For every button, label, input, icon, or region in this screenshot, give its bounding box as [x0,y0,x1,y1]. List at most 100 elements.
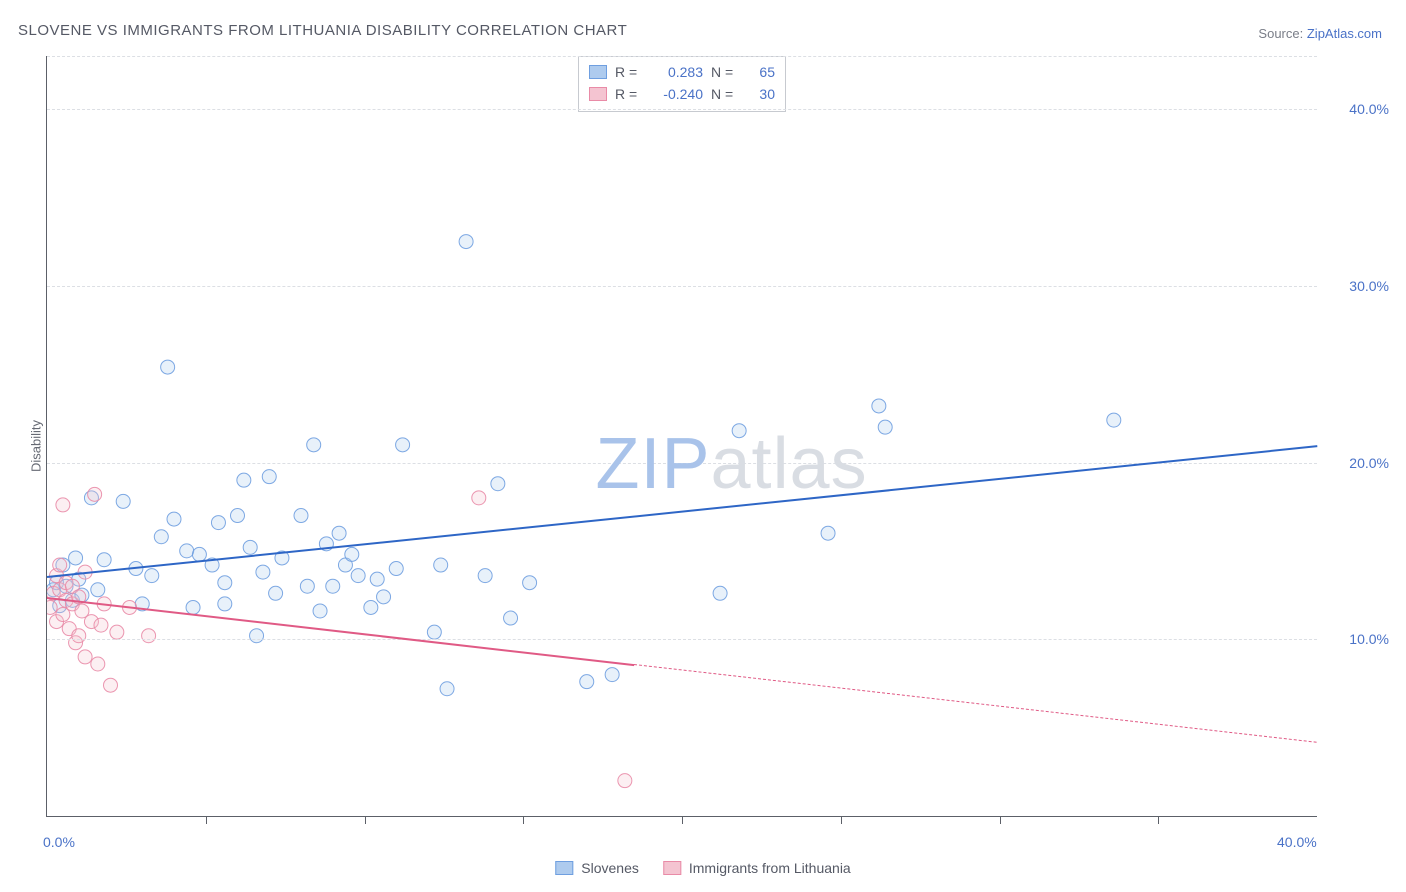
x-tick-label: 0.0% [43,834,75,850]
data-point [396,438,410,452]
data-point [65,579,79,593]
data-point [605,668,619,682]
data-point [580,675,594,689]
data-point [294,509,308,523]
data-point [332,526,346,540]
watermark: ZIPatlas [596,423,868,505]
legend-correlation-row: R =0.283N =65 [589,61,775,83]
data-point [91,583,105,597]
data-point [1107,413,1121,427]
data-point [440,682,454,696]
data-point [62,622,76,636]
data-point [47,583,60,597]
data-point [47,600,57,614]
data-point [389,562,403,576]
data-point [218,597,232,611]
data-point [713,586,727,600]
data-point [88,487,102,501]
data-point [237,473,251,487]
data-point [104,678,118,692]
data-point [75,604,89,618]
legend-n-value: 30 [747,83,775,105]
data-point [504,611,518,625]
chart-title: SLOVENE VS IMMIGRANTS FROM LITHUANIA DIS… [18,22,627,39]
data-point [338,558,352,572]
data-point [250,629,264,643]
legend-r-label: R = [615,83,643,105]
data-point [69,636,83,650]
data-point [110,625,124,639]
legend-n-label: N = [711,83,739,105]
y-axis-label: Disability [29,420,44,472]
data-point [218,576,232,590]
data-point [84,615,98,629]
data-point [56,558,70,572]
legend-series: SlovenesImmigrants from Lithuania [555,860,850,876]
data-point [142,629,156,643]
data-point [307,438,321,452]
legend-r-value: 0.283 [651,61,703,83]
legend-correlation: R = 0.283 N = 65R = -0.240 N = 30 [578,56,786,112]
data-point [326,579,340,593]
data-point [427,625,441,639]
trend-line [47,445,1317,578]
data-point [50,615,64,629]
legend-correlation-row: R = -0.240 N = 30 [589,83,775,105]
data-point [364,600,378,614]
data-point [59,576,73,590]
data-point [243,540,257,554]
plot-area: R =0.283N =65R =-0.240N =30 10.0%20.0%30… [46,56,1317,817]
data-point [345,547,359,561]
data-point [269,586,283,600]
y-tick-label: 30.0% [1329,278,1389,294]
legend-swatch [663,861,681,875]
legend-swatch [589,87,607,101]
gridline-h [47,639,1317,640]
data-point [878,420,892,434]
data-point [256,565,270,579]
data-point [618,774,632,788]
gridline-h [47,56,1317,57]
data-point [377,590,391,604]
x-tick-label: 40.0% [1277,834,1317,850]
y-tick-label: 40.0% [1329,101,1389,117]
data-point [91,657,105,671]
legend-n-value: 65 [747,61,775,83]
data-point [478,569,492,583]
x-tick [365,816,366,824]
data-point [472,491,486,505]
data-point [872,399,886,413]
data-point [821,526,835,540]
x-tick [1000,816,1001,824]
legend-n-label: N = [711,61,739,83]
data-point [59,579,73,593]
gridline-h [47,286,1317,287]
data-point [459,235,473,249]
data-point [231,509,245,523]
data-point [69,551,83,565]
data-point [523,576,537,590]
legend-series-item: Slovenes [555,860,639,876]
data-point [116,494,130,508]
data-point [180,544,194,558]
trend-line [47,597,635,666]
data-point [53,583,67,597]
x-tick [1158,816,1159,824]
data-point [145,569,159,583]
data-point [53,558,67,572]
x-tick [523,816,524,824]
gridline-h [47,109,1317,110]
data-point [491,477,505,491]
data-point [434,558,448,572]
data-point [370,572,384,586]
data-point [78,650,92,664]
source-link[interactable]: ZipAtlas.com [1307,26,1382,41]
legend-r-value: -0.240 [651,83,703,105]
data-point [56,608,70,622]
data-point [97,553,111,567]
legend-series-label: Slovenes [581,860,639,876]
gridline-h [47,463,1317,464]
data-point [72,629,86,643]
data-point [300,579,314,593]
trend-line [634,664,1317,743]
